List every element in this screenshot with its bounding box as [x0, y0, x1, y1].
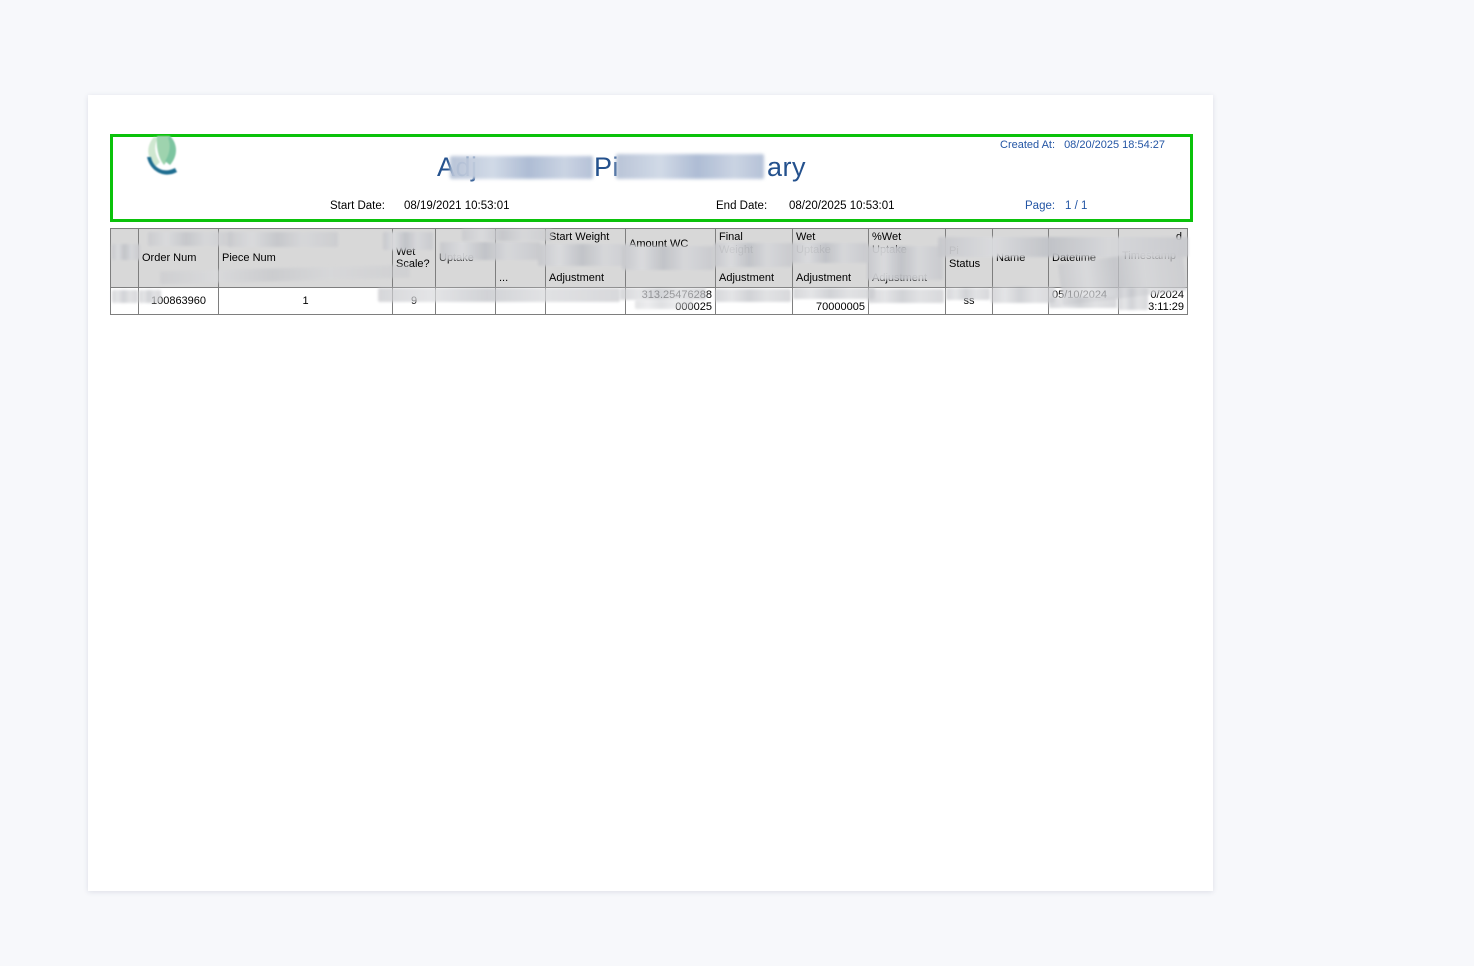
report-table: Order Num Piece Num Wet Scale? Uptake ..… — [110, 228, 1188, 316]
col-header-seq — [110, 228, 139, 288]
cell-timestamp: 0/2024 3:11:29 — [1118, 286, 1188, 316]
col-header-label: Adjustment — [549, 272, 605, 285]
cell-redacted — [495, 286, 546, 316]
col-header-label: %Wet — [872, 231, 902, 243]
cell-value: 0/2024 — [1150, 289, 1184, 301]
cell-wet-scale: 9 — [392, 286, 436, 316]
col-header-label: Amount WC — [629, 238, 689, 250]
cell-uptake — [435, 286, 496, 316]
cell-value: 70000005 — [816, 301, 865, 314]
report-table-wrap: Order Num Piece Num Wet Scale? Uptake ..… — [110, 228, 1188, 316]
col-header-label: Weight — [719, 243, 754, 256]
col-header-wet-scale: Wet Scale? — [392, 228, 436, 288]
table-header-row: Order Num Piece Num Wet Scale? Uptake ..… — [110, 228, 1188, 288]
col-header-piece-num: Piece Num — [218, 228, 393, 288]
col-header-name: Name — [992, 228, 1049, 288]
cell-piece-num: 1 — [218, 286, 393, 316]
col-header-label: Uptake — [439, 251, 474, 264]
cell-pct-wet-uptake-adjustment — [868, 286, 946, 316]
report-title-fragment-mid: Pi — [594, 152, 620, 182]
cell-order-num: 100863960 — [138, 286, 219, 316]
cell-start-weight-adjustment — [545, 286, 626, 316]
col-header-label: Status — [949, 258, 981, 270]
col-header-label: Adjustment — [872, 272, 928, 285]
col-header-label: Wet — [796, 231, 816, 243]
end-date-value: 08/20/2025 10:53:01 — [789, 200, 895, 212]
col-header-label: Datetime — [1052, 251, 1097, 264]
col-header-label: Pi — [949, 245, 959, 258]
col-header-datetime: Datetime — [1048, 228, 1119, 288]
cell-seq — [110, 286, 139, 316]
col-header-status: Pi Status — [945, 228, 993, 288]
col-header-wet-uptake-adjustment: Wet Uptake Adjustment — [792, 228, 869, 288]
start-date-label: Start Date: — [330, 200, 385, 212]
end-date-label: End Date: — [716, 200, 768, 212]
col-header-label: Order Num — [142, 251, 197, 264]
col-header-amount-wc: Amount WC — [625, 228, 716, 288]
cell-value: 1 — [302, 295, 309, 308]
col-header-start-weight-adjustment: Start Weight Adjustment — [545, 228, 626, 288]
col-header-label: Name — [996, 251, 1026, 264]
created-at-value: 08/20/2025 18:54:27 — [1064, 139, 1165, 151]
cell-datetime: 05/10/2024 — [1048, 286, 1119, 316]
col-header-label: Uptake — [796, 243, 831, 256]
tulip-logo-icon — [147, 136, 177, 175]
cell-amount-wc: 313.25476288 000025 — [625, 286, 716, 316]
col-header-label: Timestamp — [1122, 249, 1176, 262]
report-page: Created At: 08/20/2025 18:54:27 Adj Pi ar… — [88, 95, 1213, 891]
cell-value: 3:11:29 — [1148, 301, 1184, 314]
report-header-box — [110, 134, 1193, 222]
report-title-fragment-start: Adj — [437, 152, 478, 182]
col-header-uptake: Uptake — [435, 228, 496, 288]
col-header-timestamp: d Timestamp — [1118, 228, 1188, 288]
col-header-order-num: Order Num — [138, 228, 219, 288]
cell-value: 9 — [410, 295, 418, 308]
cell-name — [992, 286, 1049, 316]
start-date-value: 08/19/2021 10:53:01 — [404, 200, 510, 212]
col-header-label: ... — [499, 272, 509, 285]
table-row: 100863960 1 9 313.25476288 000025 700000… — [110, 286, 1188, 316]
col-header-label: d — [1175, 231, 1182, 243]
cell-value: 313.25476288 — [641, 289, 712, 301]
col-header-label: Adjustment — [719, 272, 775, 285]
col-header-label: Wet — [396, 245, 416, 258]
cell-final-weight-adjustment — [715, 286, 793, 316]
col-header-label: Start Weight — [549, 231, 610, 243]
col-header-redacted: ... — [495, 228, 546, 288]
cell-wet-uptake-adjustment: 70000005 — [792, 286, 869, 316]
cell-value: ss — [963, 295, 975, 308]
col-header-final-weight-adjustment: Final Weight Adjustment — [715, 228, 793, 288]
report-title-fragment-end: ary — [767, 152, 807, 182]
col-header-label: Uptake — [872, 243, 907, 256]
created-at: Created At: 08/20/2025 18:54:27 — [1000, 139, 1165, 151]
col-header-label: Adjustment — [796, 272, 852, 285]
col-header-label: Piece Num — [222, 251, 276, 264]
col-header-pct-wet-uptake-adjustment: %Wet Uptake Adjustment — [868, 228, 946, 288]
cell-value: 000025 — [675, 301, 712, 314]
col-header-label: Final — [719, 231, 743, 243]
cell-value: 100863960 — [150, 295, 207, 308]
page-label: Page: — [1025, 200, 1056, 212]
created-at-label: Created At: — [1000, 139, 1056, 151]
cell-status: ss — [945, 286, 993, 316]
cell-value: 05/10/2024 — [1052, 289, 1108, 301]
page-value: 1 / 1 — [1065, 200, 1088, 212]
col-header-label: Scale? — [396, 258, 430, 270]
